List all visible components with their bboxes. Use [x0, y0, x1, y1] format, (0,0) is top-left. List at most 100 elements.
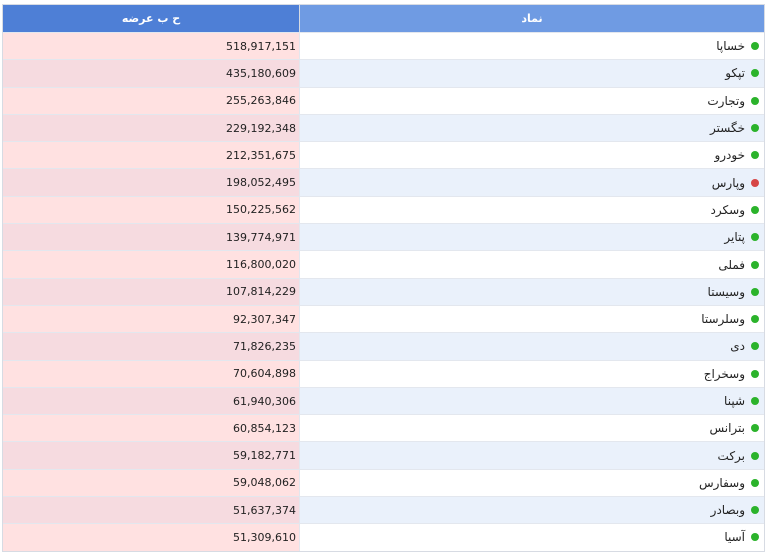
symbol-label: برکت: [717, 448, 745, 463]
offer-volume-cell: 435,180,609: [3, 60, 300, 87]
status-dot-icon: [751, 369, 759, 378]
symbol-cell[interactable]: برکت: [300, 442, 764, 469]
table-row[interactable]: 71,826,235 دی: [3, 332, 764, 360]
symbol-cell[interactable]: خساپا: [300, 33, 764, 60]
symbol-label: فملی: [718, 257, 745, 272]
status-dot-icon: [751, 397, 759, 405]
symbols-table: ح ب عرضه نماد 518,917,151 خساپا 435,180,60…: [2, 4, 765, 552]
table-row[interactable]: 92,307,347 وسلرستا: [3, 304, 764, 333]
offer-volume-cell: 107,814,229: [3, 278, 300, 305]
status-dot-icon: [751, 205, 759, 214]
symbol-cell[interactable]: آسیا: [300, 524, 764, 551]
table-row[interactable]: 435,180,609 تپکو: [3, 59, 764, 87]
table-row[interactable]: 116,800,020 فملی: [3, 250, 764, 278]
status-dot-icon: [751, 315, 759, 324]
status-dot-icon: [751, 478, 759, 487]
status-dot-icon: [751, 506, 759, 515]
symbol-cell[interactable]: وسکرد: [300, 196, 764, 224]
status-dot-icon: [751, 233, 759, 242]
offer-volume-cell: 518,917,151: [3, 33, 300, 60]
symbol-cell[interactable]: پتایر: [300, 224, 764, 251]
offer-volume-cell: 229,192,348: [3, 114, 300, 142]
symbol-label: وسکرد: [710, 202, 745, 217]
offer-volume-cell: 59,048,062: [3, 469, 300, 497]
status-dot-icon: [751, 42, 759, 51]
status-dot-icon: [751, 533, 759, 542]
column-header-symbol[interactable]: نماد: [300, 5, 764, 32]
symbol-label: پتایر: [724, 230, 745, 245]
symbol-cell[interactable]: وتجارت: [300, 87, 764, 114]
symbol-cell[interactable]: فملی: [300, 251, 764, 278]
status-dot-icon: [751, 287, 759, 296]
status-dot-icon: [751, 124, 759, 133]
table-row[interactable]: 59,182,771 برکت: [3, 441, 764, 469]
symbol-label: وسلرستا: [701, 312, 745, 327]
symbol-cell[interactable]: خگستر: [300, 114, 764, 142]
symbol-cell[interactable]: وپارس: [300, 169, 764, 196]
symbol-label: خودرو: [714, 148, 745, 163]
table-row[interactable]: 150,225,562 وسکرد: [3, 195, 764, 224]
table-row[interactable]: 51,637,374 وبصادر: [3, 496, 764, 524]
offer-volume-cell: 59,182,771: [3, 442, 300, 469]
column-header-offer-volume[interactable]: ح ب عرضه: [3, 5, 300, 32]
table-row[interactable]: 70,604,898 وسخراج: [3, 359, 764, 387]
symbol-cell[interactable]: شپنا: [300, 387, 764, 415]
symbol-label: آسیا: [724, 530, 745, 545]
status-dot-icon: [751, 178, 759, 187]
symbol-label: دی: [730, 339, 745, 354]
symbol-label: وپارس: [711, 175, 745, 190]
offer-volume-cell: 51,637,374: [3, 497, 300, 524]
offer-volume-cell: 139,774,971: [3, 224, 300, 251]
offer-volume-cell: 198,052,495: [3, 169, 300, 196]
symbol-cell[interactable]: خودرو: [300, 142, 764, 169]
offer-volume-cell: 60,854,123: [3, 415, 300, 442]
status-dot-icon: [751, 96, 759, 105]
table-row[interactable]: 61,940,306 شپنا: [3, 386, 764, 415]
symbol-cell[interactable]: وسلرستا: [300, 305, 764, 333]
symbol-cell[interactable]: تپکو: [300, 60, 764, 87]
symbol-label: وبصادر: [710, 503, 745, 518]
offer-volume-cell: 150,225,562: [3, 196, 300, 224]
symbol-cell[interactable]: وبصادر: [300, 497, 764, 524]
status-dot-icon: [751, 424, 759, 433]
offer-volume-cell: 70,604,898: [3, 360, 300, 387]
table-row[interactable]: 198,052,495 وپارس: [3, 168, 764, 196]
symbol-cell[interactable]: وسفارس: [300, 469, 764, 497]
symbol-label: شپنا: [724, 394, 745, 408]
table-row[interactable]: 59,048,062 وسفارس: [3, 468, 764, 497]
status-dot-icon: [751, 151, 759, 160]
status-dot-icon: [751, 451, 759, 460]
table-row[interactable]: 107,814,229 وسیستا: [3, 277, 764, 305]
symbol-label: بترانس: [709, 421, 745, 436]
symbol-label: وسیستا: [707, 284, 745, 299]
table-body: 518,917,151 خساپا 435,180,609 تپکو 255,263,8…: [3, 32, 764, 551]
symbol-cell[interactable]: بترانس: [300, 415, 764, 442]
offer-volume-cell: 71,826,235: [3, 333, 300, 360]
offer-volume-cell: 212,351,675: [3, 142, 300, 169]
table-row[interactable]: 229,192,348 خگستر: [3, 113, 764, 142]
table-row[interactable]: 60,854,123 بترانس: [3, 414, 764, 442]
table-row[interactable]: 51,309,610 آسیا: [3, 523, 764, 551]
offer-volume-cell: 255,263,846: [3, 87, 300, 114]
table-row[interactable]: 255,263,846 وتجارت: [3, 86, 764, 114]
symbol-label: وسفارس: [698, 475, 745, 490]
symbol-label: خگستر: [710, 121, 745, 136]
symbol-label: وسخراج: [703, 366, 745, 381]
offer-volume-cell: 92,307,347: [3, 305, 300, 333]
table-row[interactable]: 139,774,971 پتایر: [3, 223, 764, 251]
offer-volume-cell: 51,309,610: [3, 524, 300, 551]
offer-volume-cell: 61,940,306: [3, 387, 300, 415]
symbol-cell[interactable]: وسیستا: [300, 278, 764, 305]
symbol-cell[interactable]: وسخراج: [300, 360, 764, 387]
symbol-cell[interactable]: دی: [300, 333, 764, 360]
table-row[interactable]: 518,917,151 خساپا: [3, 32, 764, 60]
table-row[interactable]: 212,351,675 خودرو: [3, 141, 764, 169]
status-dot-icon: [751, 342, 759, 351]
table-header: ح ب عرضه نماد: [3, 5, 764, 32]
status-dot-icon: [751, 69, 759, 78]
symbol-label: وتجارت: [707, 93, 745, 108]
symbol-label: تپکو: [725, 66, 745, 81]
offer-volume-cell: 116,800,020: [3, 251, 300, 278]
symbol-label: خساپا: [716, 39, 745, 54]
status-dot-icon: [751, 260, 759, 269]
